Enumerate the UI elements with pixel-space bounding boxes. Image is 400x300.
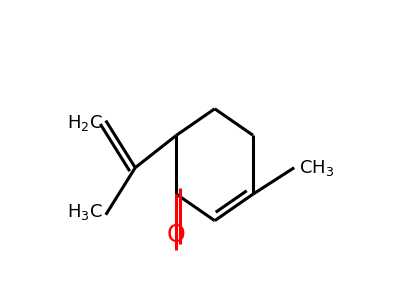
Text: H$_2$C: H$_2$C (67, 113, 103, 134)
Text: H$_3$C: H$_3$C (67, 202, 103, 222)
Text: CH$_3$: CH$_3$ (299, 158, 334, 178)
Text: O: O (167, 223, 186, 247)
